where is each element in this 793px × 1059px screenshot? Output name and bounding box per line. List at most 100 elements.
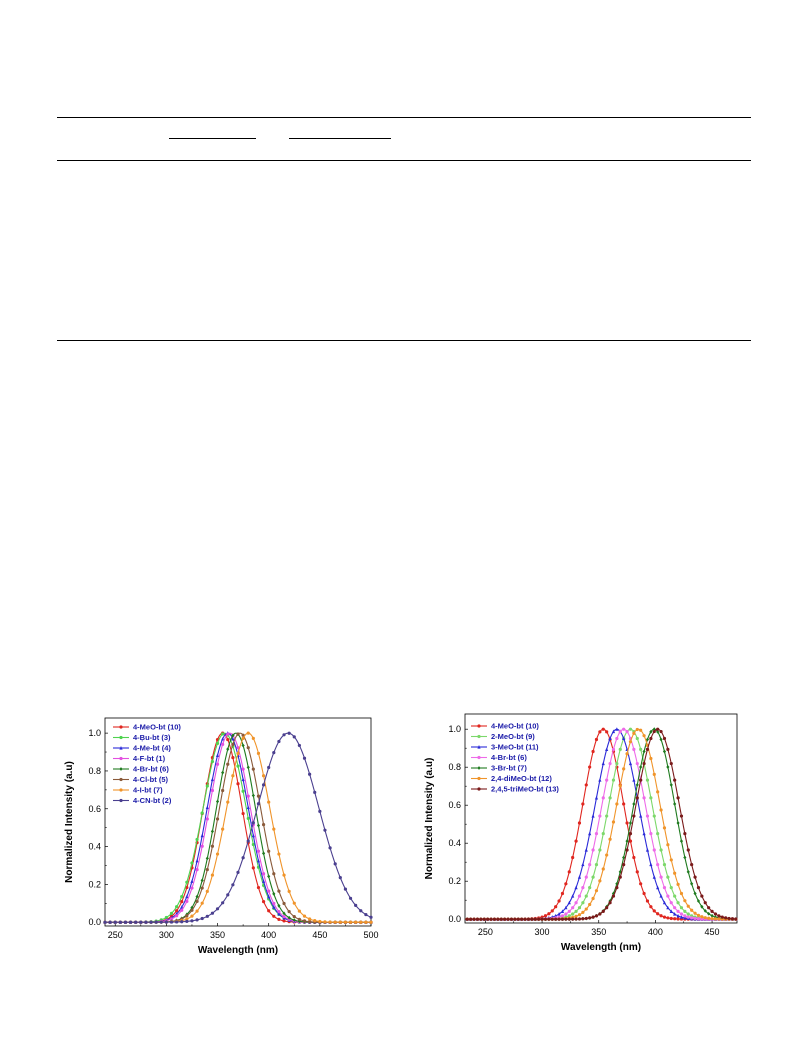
data-point <box>632 814 636 818</box>
data-point <box>615 761 619 766</box>
data-point <box>261 851 266 856</box>
table-bottom-rule <box>57 340 751 341</box>
data-point <box>465 917 469 921</box>
data-point <box>639 882 643 886</box>
data-point <box>591 915 595 919</box>
data-point <box>282 733 286 737</box>
data-point <box>469 917 473 921</box>
data-point <box>302 914 307 918</box>
data-point <box>584 894 588 898</box>
data-point <box>676 882 680 886</box>
data-point <box>666 916 670 920</box>
legend-label: 4-Br-bt (6) <box>491 753 527 762</box>
data-point <box>185 914 189 918</box>
legend: 4-MeO-bt (10)2-MeO-bt (9) 3-MeO-bt (11)4-… <box>471 722 559 794</box>
data-point <box>608 736 612 741</box>
data-point <box>185 894 189 899</box>
data-point <box>564 882 568 886</box>
data-point <box>308 917 312 921</box>
data-point <box>241 777 245 782</box>
data-point <box>175 909 179 913</box>
data-point <box>267 765 271 770</box>
data-point <box>226 732 230 736</box>
y-tick-label: 0.6 <box>448 800 461 810</box>
data-point <box>486 917 490 921</box>
data-point <box>313 919 317 923</box>
data-point <box>662 862 667 867</box>
data-point <box>205 805 209 810</box>
data-point <box>717 914 721 918</box>
data-point <box>338 920 342 924</box>
data-point <box>635 870 639 874</box>
legend-marker <box>477 745 481 749</box>
data-point <box>673 778 677 782</box>
data-point <box>649 862 653 867</box>
legend-label: 4-MeO-bt (10) <box>491 722 539 731</box>
data-point <box>251 842 255 847</box>
data-point <box>676 909 680 913</box>
data-point <box>649 729 653 734</box>
legend-label: 4-Ḅu-bt (3) <box>133 733 171 742</box>
data-point <box>272 751 276 755</box>
legend-label: 3-Br-bt (7) <box>491 764 527 773</box>
data-point <box>632 747 636 751</box>
data-point <box>656 729 660 734</box>
data-point <box>669 761 673 766</box>
data-point <box>261 879 266 883</box>
data-point <box>554 917 558 921</box>
data-point <box>707 916 711 920</box>
data-point <box>584 907 588 911</box>
data-point <box>246 765 250 770</box>
data-point <box>523 917 527 921</box>
data-point <box>628 740 633 744</box>
data-point <box>513 917 517 921</box>
data-point <box>669 886 673 890</box>
data-point <box>221 732 225 736</box>
data-point <box>618 747 622 751</box>
data-point <box>608 761 612 766</box>
data-point <box>574 901 578 905</box>
data-point <box>703 916 707 920</box>
data-point <box>256 858 261 863</box>
data-point <box>195 868 199 872</box>
data-point <box>611 729 616 734</box>
data-point <box>215 852 220 856</box>
data-point <box>328 846 332 850</box>
data-point <box>625 821 629 825</box>
data-point <box>364 912 368 917</box>
data-point <box>591 749 595 754</box>
data-point <box>652 875 656 879</box>
data-point <box>226 800 230 804</box>
data-point <box>543 917 548 921</box>
data-point <box>348 896 353 900</box>
data-point <box>659 808 663 812</box>
data-point <box>180 920 184 924</box>
data-point <box>700 904 704 909</box>
data-point <box>267 909 271 913</box>
data-point <box>251 866 255 870</box>
data-point <box>645 899 650 903</box>
emission-chart-right: 250 300 350 400 450 0.0 0.2 0.4 0.6 0.8 1.0 Wavelen… <box>424 713 738 953</box>
data-point <box>656 862 660 867</box>
legend-label: 2,4,5-triMeO-bt (13) <box>491 785 559 794</box>
data-point <box>343 887 348 891</box>
data-point <box>221 770 225 775</box>
data-point <box>231 883 235 887</box>
legend-marker <box>477 755 481 760</box>
data-point <box>190 879 194 883</box>
data-point <box>690 908 694 912</box>
data-point <box>533 917 537 921</box>
data-point <box>236 751 240 755</box>
data-point <box>662 915 667 919</box>
data-point <box>683 909 687 913</box>
data-point <box>282 911 286 916</box>
data-point <box>666 875 670 879</box>
data-point <box>686 915 690 919</box>
data-point <box>560 914 565 918</box>
data-point <box>584 783 588 787</box>
data-point <box>690 862 694 867</box>
legend-label: 4-F-bt (1) <box>133 754 166 763</box>
data-point <box>615 736 619 741</box>
data-point <box>215 741 220 745</box>
data-point <box>700 915 704 919</box>
